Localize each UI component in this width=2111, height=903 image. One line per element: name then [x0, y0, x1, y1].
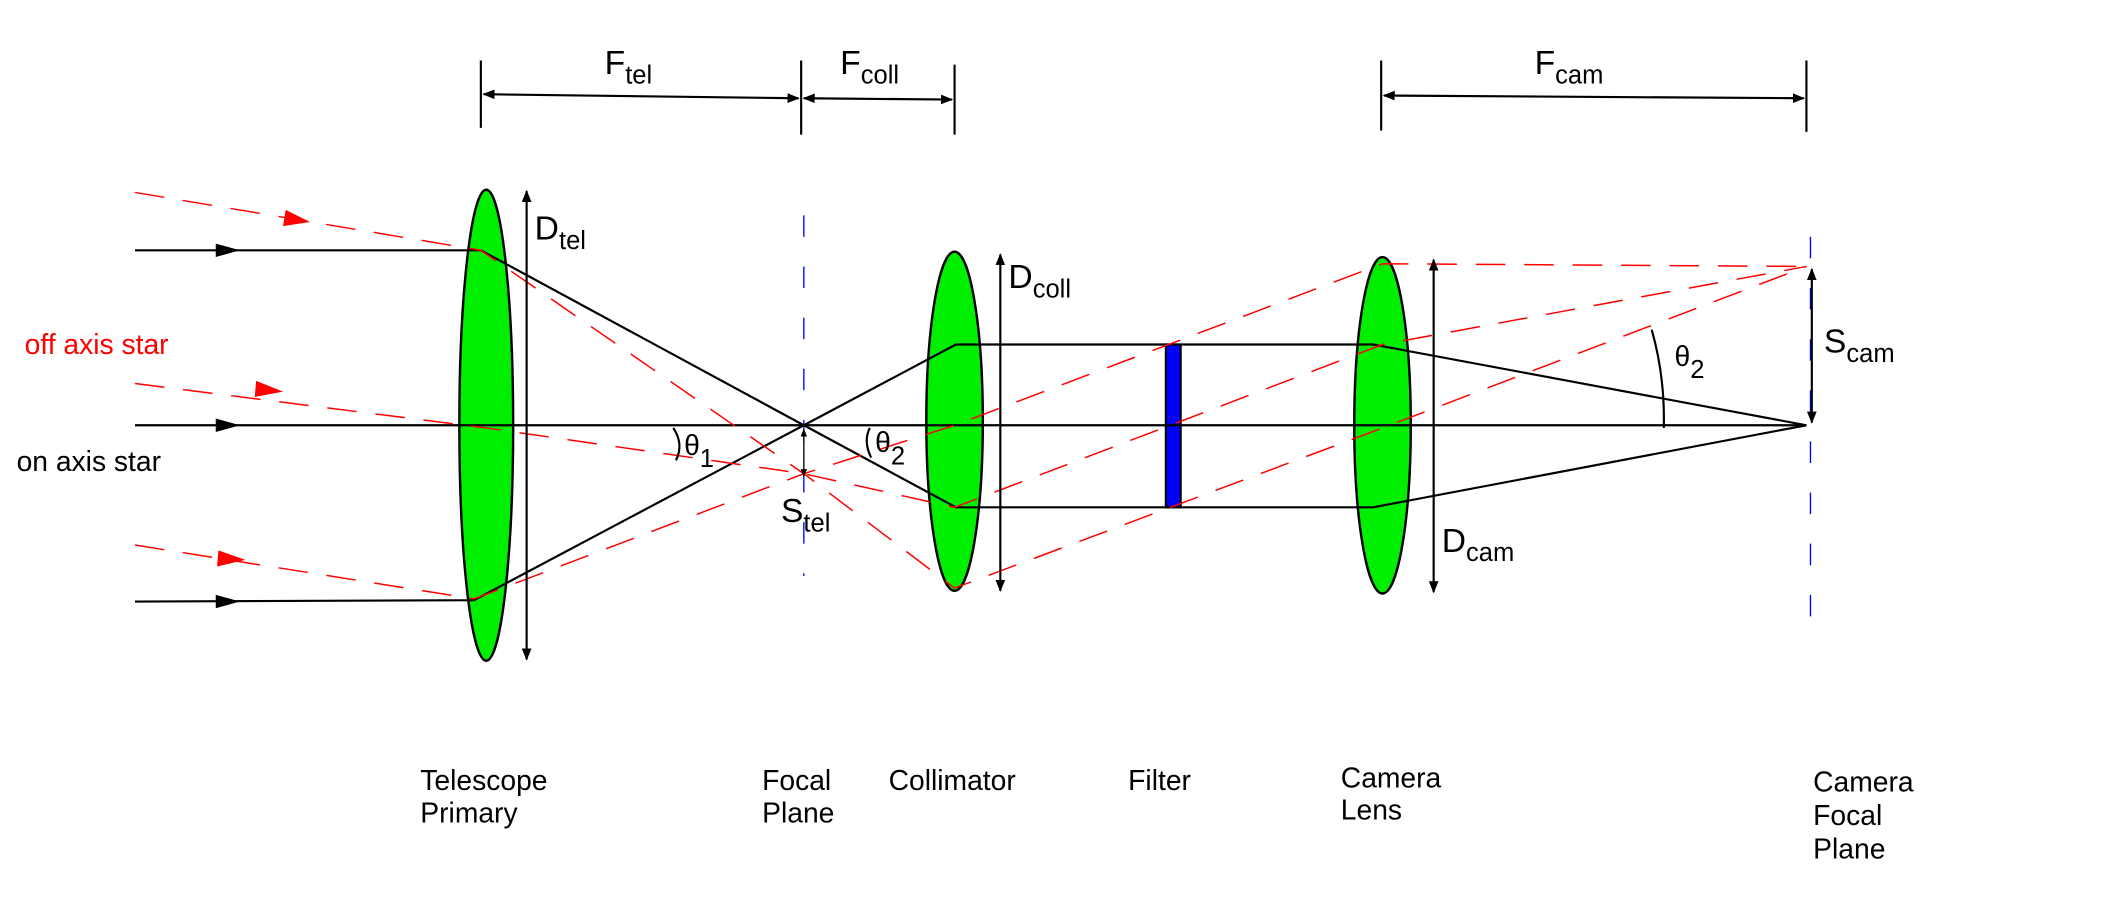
f-tel-arrow [482, 89, 800, 103]
telescope-primary-label: Telescope Primary [420, 764, 547, 828]
on-axis-ray-bottom [135, 343, 1807, 603]
arrow-icon [215, 594, 240, 609]
arrow-icon [215, 243, 240, 258]
f-cam-arrow [1382, 90, 1805, 104]
arrow-icon [215, 418, 240, 432]
theta2-camera-label: θ2 [1675, 340, 1705, 384]
camera-focal-plane-label: Camera Focal Plane [1813, 765, 1914, 864]
on-axis-ray-top [135, 249, 1807, 509]
on-axis-rays [135, 243, 1807, 609]
theta2-label: θ2 [875, 426, 905, 470]
theta1-arc [672, 427, 681, 461]
filter-label: Filter [1128, 764, 1191, 796]
theta2-arc [865, 427, 873, 459]
on-axis-star-label: on axis star [17, 445, 161, 477]
off-axis-star-label: off axis star [25, 328, 169, 360]
focal-plane-label: Focal Plane [762, 764, 834, 828]
theta2-camera-arc [1650, 329, 1665, 428]
camera-lens-label: Camera Lens [1341, 761, 1442, 825]
off-axis-rays [134, 191, 1807, 600]
f-coll-arrow [802, 93, 954, 105]
arrow-icon [217, 550, 246, 567]
arrow-icon [283, 209, 310, 227]
d-tel-label: Dtel [535, 211, 586, 255]
dimension-markers [479, 60, 1817, 661]
off-axis-ray-bottom [134, 263, 1807, 600]
off-axis-ray-top [134, 191, 1807, 589]
s-cam-label: Scam [1824, 324, 1895, 368]
d-cam-label: Dcam [1442, 523, 1515, 567]
collimator-lens [925, 250, 985, 592]
f-tel-label: Ftel [605, 45, 653, 89]
f-cam-label: Fcam [1535, 45, 1604, 89]
off-axis-ray-middle [134, 265, 1807, 509]
arrow-icon [254, 380, 284, 397]
d-coll-label: Dcoll [1008, 259, 1071, 303]
collimator-label: Collimator [889, 764, 1016, 796]
theta1-label: θ1 [684, 429, 714, 473]
f-coll-label: Fcoll [840, 45, 899, 89]
s-tel-label: Stel [781, 493, 830, 537]
